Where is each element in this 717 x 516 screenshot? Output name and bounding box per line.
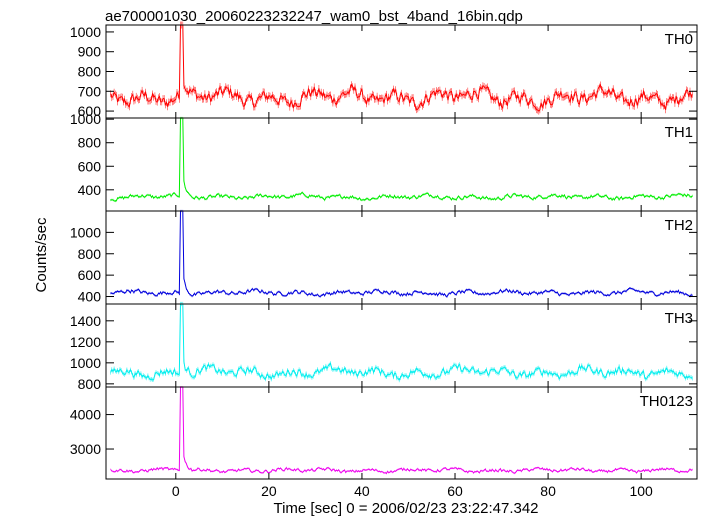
panel-th3: 800 1000 1200 1400 TH3 [70, 301, 698, 392]
y-tick-label: 800 [78, 64, 102, 80]
error-bars-th0123 [110, 386, 693, 475]
panel-label: TH3 [665, 310, 693, 327]
panel-label: TH0123 [640, 393, 693, 410]
y-tick-label: 1400 [70, 313, 101, 329]
y-axis-label: Counts/sec [33, 217, 50, 293]
x-tick-label: 60 [447, 483, 463, 499]
panel-th2: 400 600 800 1000 TH2 [70, 209, 698, 305]
y-tick-label: 800 [78, 135, 102, 151]
panel-frame [105, 24, 698, 119]
y-tick-label: 800 [78, 376, 102, 392]
y-tick-label: 700 [78, 83, 102, 99]
y-tick-label: 1200 [70, 334, 101, 350]
series-line-th3 [110, 303, 693, 382]
y-tick-label: 600 [78, 267, 102, 283]
x-axis-label: Time [sec] 0 = 2006/02/23 23:22:47.342 [273, 500, 538, 516]
y-tick-label: 4000 [70, 407, 101, 423]
error-bars-th1 [110, 116, 693, 203]
panel-th0: 600 700 800 900 1000 TH0 [70, 21, 698, 119]
panel-label: TH0 [665, 31, 693, 48]
y-tick-label: 1000 [70, 111, 101, 127]
y-tick-label: 400 [78, 182, 102, 198]
panel-label: TH2 [665, 217, 693, 234]
x-tick-label: 80 [540, 483, 556, 499]
panel-frame [105, 210, 698, 305]
y-tick-label: 1000 [70, 24, 101, 40]
panel-th0123: 3000 4000 TH0123 [70, 386, 698, 480]
y-tick-label: 600 [78, 103, 102, 119]
series-line-th0123 [110, 386, 693, 475]
y-tick-label: 600 [78, 158, 102, 174]
series-line-th2 [110, 210, 693, 298]
x-tick-label: 0 [172, 483, 180, 499]
y-tick-label: 900 [78, 44, 102, 60]
chart-title: ae700001030_20060223232247_wam0_bst_4ban… [105, 8, 523, 25]
error-bars-th2 [110, 209, 693, 298]
series-line-th1 [110, 117, 693, 202]
y-tick-label: 1000 [70, 355, 101, 371]
panel-label: TH1 [665, 124, 693, 141]
y-tick-label: 800 [78, 246, 102, 262]
y-tick-label: 3000 [70, 441, 101, 457]
x-tick-label: 100 [629, 483, 653, 499]
y-tick-label: 400 [78, 289, 102, 305]
panel-frame [105, 386, 698, 480]
panel-th1: 400 600 800 1000 TH1 [70, 111, 698, 212]
y-tick-label: 1000 [70, 224, 101, 240]
error-bars-th0 [110, 21, 693, 115]
x-tick-label: 40 [354, 483, 370, 499]
series-line-th0 [110, 24, 693, 112]
x-tick-label: 20 [261, 483, 277, 499]
